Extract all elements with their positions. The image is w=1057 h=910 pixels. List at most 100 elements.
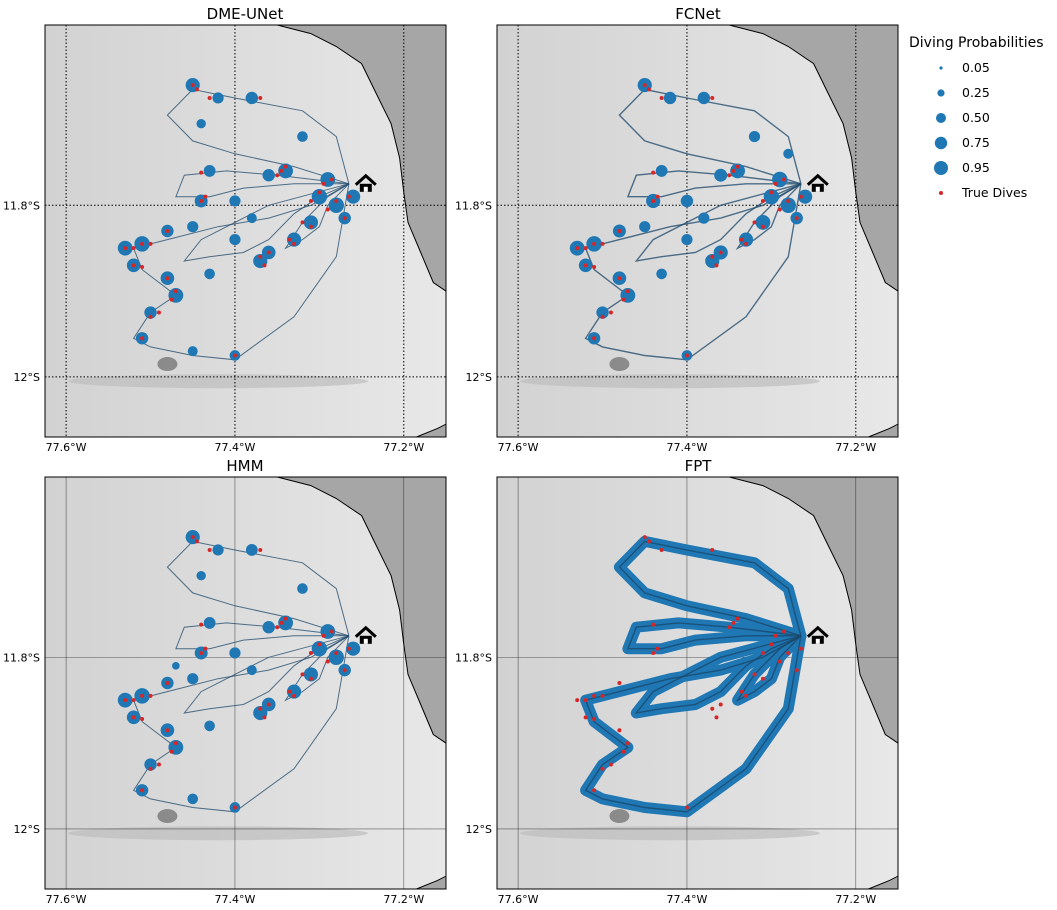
dive-probability-marker xyxy=(303,215,319,230)
dive-probability-marker xyxy=(187,346,198,357)
true-dive-point xyxy=(714,715,719,720)
legend-marker-dives xyxy=(939,191,943,195)
seafloor-ridge xyxy=(68,826,369,841)
dive-probability-marker xyxy=(681,233,693,246)
true-dive-point xyxy=(744,241,749,246)
true-dive-point xyxy=(258,706,263,711)
lon-tick-label: 77.6°W xyxy=(46,893,87,906)
true-dive-point xyxy=(232,353,237,358)
true-dive-point xyxy=(798,646,803,651)
dive-probability-marker xyxy=(246,665,257,676)
true-dive-point xyxy=(279,620,284,625)
true-dive-point xyxy=(148,766,153,771)
true-dive-point xyxy=(140,265,145,270)
true-dive-point xyxy=(148,314,153,319)
dive-probability-marker xyxy=(262,621,275,634)
true-dive-point xyxy=(300,220,305,225)
lat-tick-label: 11.8°S xyxy=(455,651,492,664)
true-dive-point xyxy=(592,717,597,722)
map-frame xyxy=(44,24,447,438)
true-dive-point xyxy=(782,629,787,634)
true-dive-point xyxy=(651,622,656,627)
true-dive-point xyxy=(292,693,297,698)
true-dive-point xyxy=(123,246,128,251)
dive-probability-marker xyxy=(698,212,710,224)
true-dive-point xyxy=(275,625,280,630)
dive-probability-marker xyxy=(656,268,667,280)
dive-probability-marker xyxy=(278,163,293,179)
true-dive-point xyxy=(760,676,765,681)
map-frame xyxy=(496,24,899,438)
true-dive-point xyxy=(651,198,656,203)
true-dive-point xyxy=(330,629,335,634)
dive-probability-marker xyxy=(187,793,199,805)
track-line xyxy=(626,622,801,650)
seamount xyxy=(157,809,178,824)
true-dive-point xyxy=(203,194,208,199)
dive-probability-marker xyxy=(297,131,308,142)
true-dive-point xyxy=(207,547,212,552)
true-dive-point xyxy=(592,693,597,698)
true-dive-point xyxy=(140,241,145,246)
true-dive-point xyxy=(659,547,664,552)
legend-marker-3 xyxy=(934,136,948,150)
dive-probability-marker xyxy=(229,233,241,246)
legend-marker-2 xyxy=(936,113,946,123)
dive-probability-marker xyxy=(172,662,180,670)
dive-probability-marker xyxy=(212,544,224,556)
true-dive-point xyxy=(651,170,656,175)
true-dive-point xyxy=(684,353,689,358)
dive-probability-marker xyxy=(286,684,302,699)
true-dive-point xyxy=(232,805,237,810)
seamount xyxy=(609,809,630,824)
true-dive-point xyxy=(156,762,161,767)
true-dive-point xyxy=(287,689,292,694)
dive-probability-marker xyxy=(229,195,241,207)
true-dive-point xyxy=(617,276,622,281)
dive-probability-marker xyxy=(663,91,677,105)
true-dive-point xyxy=(684,805,689,810)
true-dive-point xyxy=(266,702,271,707)
true-dive-point xyxy=(608,310,613,315)
track-line xyxy=(166,540,350,637)
true-dive-point xyxy=(199,622,204,627)
dive-probability-marker xyxy=(639,221,651,233)
true-dive-point xyxy=(140,693,145,698)
true-dive-point xyxy=(744,693,749,698)
dive-probability-marker xyxy=(755,215,771,230)
dive-probability-marker xyxy=(714,168,728,182)
true-dive-point xyxy=(718,702,723,707)
true-dive-point xyxy=(321,633,326,638)
dive-probability-marker xyxy=(245,91,259,105)
house-icon xyxy=(806,625,829,644)
dive-probability-marker xyxy=(730,163,745,179)
lon-tick-label: 77.2°W xyxy=(383,893,424,906)
true-dive-point xyxy=(325,659,330,664)
lon-tick-label: 77.4°W xyxy=(667,441,708,454)
true-dive-point xyxy=(140,788,145,793)
seafloor-ridge xyxy=(520,826,821,841)
map-panel-dme-unet: 77.6°W 77.4°W 77.2°W 11.8°S 12°S xyxy=(3,24,447,454)
panel-title-fcnet: FCNet xyxy=(675,5,721,23)
true-dive-point xyxy=(592,788,597,793)
true-dive-point xyxy=(194,539,199,544)
true-dive-point xyxy=(760,198,765,203)
true-dive-point xyxy=(710,254,715,259)
lat-tick-label: 12°S xyxy=(466,371,492,384)
panel-title-dme-unet: DME-UNet xyxy=(207,5,284,23)
true-dive-point xyxy=(735,616,740,621)
true-dive-point xyxy=(646,539,651,544)
true-dive-point xyxy=(583,715,588,720)
true-dive-point xyxy=(165,681,170,685)
dive-probability-marker xyxy=(783,148,794,159)
true-dive-point xyxy=(199,170,204,175)
true-dive-point xyxy=(600,766,605,771)
true-dive-point xyxy=(325,207,330,212)
house-icon xyxy=(354,173,377,192)
lat-tick-label: 11.8°S xyxy=(455,199,492,212)
true-dive-point xyxy=(655,194,660,199)
true-dive-point xyxy=(592,265,597,270)
true-dive-point xyxy=(798,194,803,199)
lon-tick-label: 77.6°W xyxy=(46,441,87,454)
true-dive-point xyxy=(583,263,588,268)
